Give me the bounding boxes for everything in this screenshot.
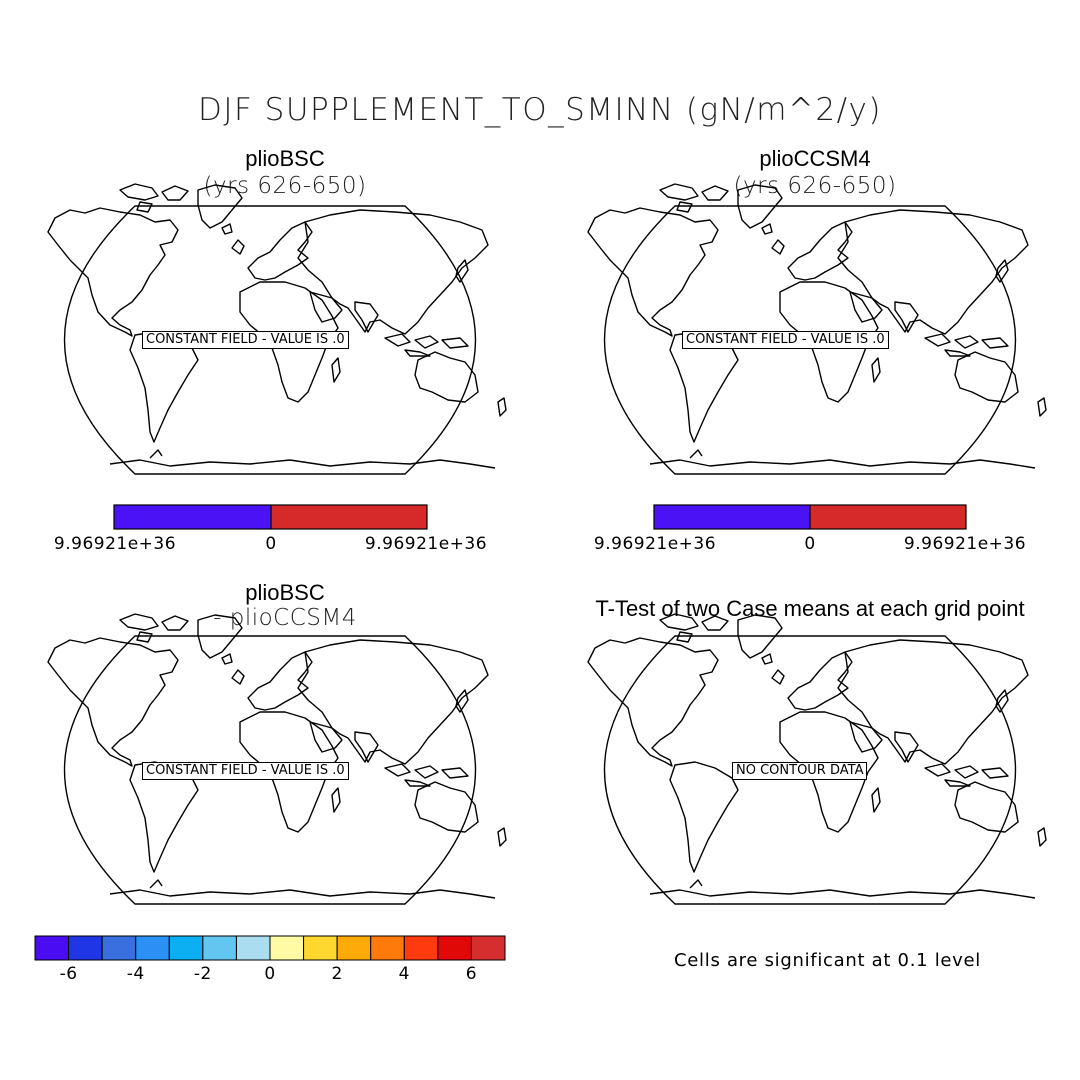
colorbar-panel1-swatch-1 xyxy=(271,505,427,529)
colorbar-difference-swatch-4 xyxy=(168,935,204,961)
colorbar-panel1-label-right: 9.96921e+36 xyxy=(364,534,488,554)
figure-title: DJF SUPPLEMENT_TO_SMINN (gN/m^2/y) xyxy=(197,92,883,128)
colorbar-panel2-label-right: 9.96921e+36 xyxy=(903,534,1027,554)
colorbar-difference-swatch-10 xyxy=(370,935,405,961)
colorbar-difference-swatch-5 xyxy=(202,935,237,961)
colorbar-panel2-swatch-1 xyxy=(810,505,966,529)
colorbar-difference-swatch-12 xyxy=(437,935,472,961)
colorbar-panel2-swatch-0 xyxy=(654,505,810,529)
colorbar-difference-tick-label: -6 xyxy=(59,964,78,984)
colorbar-panel2 xyxy=(653,504,967,530)
panel3-constant-label: CONSTANT FIELD - VALUE IS .0 xyxy=(142,762,349,780)
panel3-subtitle: - plioCCSM4 xyxy=(213,605,357,631)
colorbar-difference-swatch-1 xyxy=(68,935,103,961)
colorbar-difference-tick-label: -2 xyxy=(193,964,212,984)
colorbar-difference xyxy=(34,935,506,961)
colorbar-difference-tick-label: 4 xyxy=(398,964,410,984)
colorbar-difference-swatch-9 xyxy=(336,935,372,961)
colorbar-difference-swatch-2 xyxy=(101,935,137,961)
colorbar-difference-swatch-11 xyxy=(403,935,439,961)
panel3-title: plioBSC xyxy=(245,580,325,605)
colorbar-difference-tick-label: -4 xyxy=(126,964,145,984)
colorbar-panel2-label-left: 9.96921e+36 xyxy=(593,534,717,554)
colorbar-difference-tick-label: 6 xyxy=(465,964,478,984)
colorbar-difference-tick-label: 2 xyxy=(331,964,343,984)
colorbar-difference-swatch-8 xyxy=(303,935,338,961)
colorbar-difference-swatch-6 xyxy=(235,935,271,961)
colorbar-panel1 xyxy=(113,504,428,530)
panel1-title: plioBSC xyxy=(245,146,325,171)
colorbar-panel1-label-left: 9.96921e+36 xyxy=(53,534,177,554)
colorbar-panel1-swatch-0 xyxy=(114,505,271,529)
colorbar-difference-swatch-0 xyxy=(34,935,70,961)
colorbar-panel1-label-mid: 0 xyxy=(265,534,277,554)
colorbar-difference-swatch-3 xyxy=(135,935,170,961)
panel4-nodata-label: NO CONTOUR DATA xyxy=(732,762,868,780)
panel1-subtitle: (yrs 626-650) xyxy=(203,173,367,199)
panel2-title: plioCCSM4 xyxy=(759,146,871,171)
panel1-map xyxy=(47,183,507,475)
colorbar-difference-swatch-7 xyxy=(269,935,305,961)
colorbar-panel2-label-mid: 0 xyxy=(804,534,816,554)
panel3-map xyxy=(47,613,507,905)
colorbar-difference-swatch-13 xyxy=(470,935,506,961)
panel4-map xyxy=(587,613,1047,905)
panel2-constant-label: CONSTANT FIELD - VALUE IS .0 xyxy=(682,331,889,349)
panel1-constant-label: CONSTANT FIELD - VALUE IS .0 xyxy=(142,331,349,349)
significance-note: Cells are significant at 0.1 level xyxy=(674,950,982,971)
panel2-map xyxy=(587,183,1047,475)
colorbar-difference-tick-label: 0 xyxy=(264,964,276,984)
